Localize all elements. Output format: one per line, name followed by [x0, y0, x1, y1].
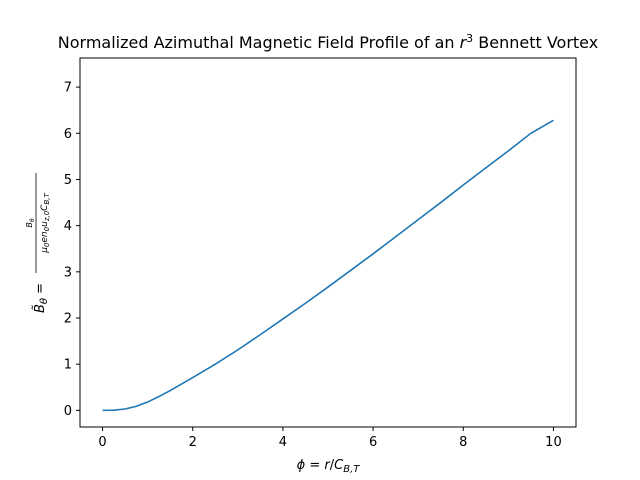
- x-tick-label: 0: [98, 435, 106, 450]
- svg-text:μ0en0uz,0CB,T: μ0en0uz,0CB,T: [40, 192, 51, 253]
- chart-title: Normalized Azimuthal Magnetic Field Prof…: [58, 32, 598, 52]
- x-axis-label: ϕ = r/CB,T: [297, 458, 361, 475]
- y-axis-ticks: 0 1 2 3 4 5 6 7: [64, 81, 80, 419]
- y-tick-label: 4: [64, 219, 72, 234]
- y-axis-label: B̃θ = Bθ μ0en0uz,0CB,T: [25, 173, 51, 313]
- x-tick-label: 6: [369, 435, 377, 450]
- svg-text:B̃θ =: B̃θ =: [33, 283, 50, 313]
- y-tick-label: 6: [64, 127, 72, 142]
- series-line: [102, 119, 554, 412]
- x-tick-label: 10: [545, 435, 562, 450]
- y-tick-label: 5: [64, 173, 72, 188]
- y-tick-label: 3: [64, 265, 72, 280]
- y-tick-label: 2: [64, 312, 72, 327]
- svg-text:Bθ: Bθ: [25, 218, 36, 228]
- x-axis-ticks: 0 2 4 6 8 10: [98, 427, 562, 450]
- y-tick-label: 7: [64, 81, 72, 96]
- y-tick-label: 0: [64, 404, 72, 419]
- plot-area: [79, 57, 577, 428]
- x-tick-label: 4: [279, 435, 287, 450]
- y-tick-label: 1: [64, 358, 72, 373]
- x-tick-label: 8: [459, 435, 467, 450]
- x-tick-label: 2: [189, 435, 197, 450]
